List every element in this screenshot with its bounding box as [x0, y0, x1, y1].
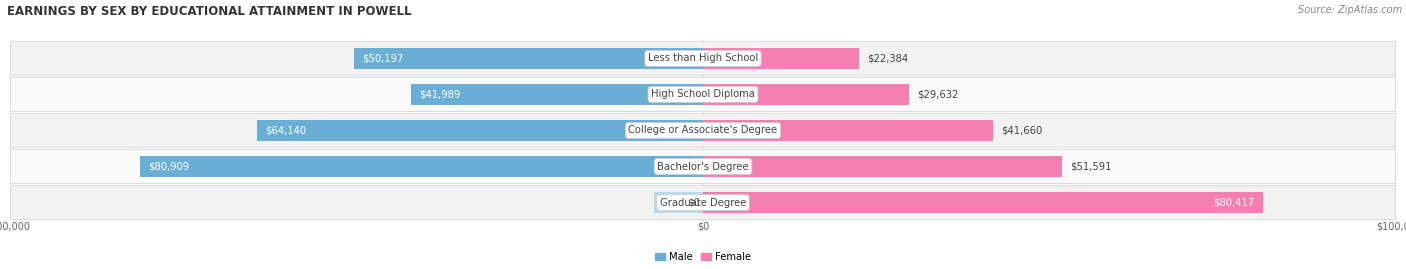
Text: Graduate Degree: Graduate Degree	[659, 197, 747, 208]
Text: $0: $0	[686, 197, 700, 208]
Text: $50,197: $50,197	[361, 53, 404, 63]
Bar	[703, 84, 910, 105]
Bar	[257, 120, 703, 141]
FancyBboxPatch shape	[10, 186, 1396, 220]
Text: $22,384: $22,384	[868, 53, 908, 63]
FancyBboxPatch shape	[10, 114, 1396, 147]
Text: College or Associate's Degree: College or Associate's Degree	[628, 125, 778, 136]
Text: $51,591: $51,591	[1070, 161, 1112, 172]
Text: $80,909: $80,909	[148, 161, 190, 172]
Text: Less than High School: Less than High School	[648, 53, 758, 63]
Bar	[703, 120, 993, 141]
Text: $64,140: $64,140	[264, 125, 307, 136]
Bar	[411, 84, 703, 105]
Bar	[354, 48, 703, 69]
Text: $41,660: $41,660	[1001, 125, 1042, 136]
FancyBboxPatch shape	[10, 150, 1396, 183]
Text: High School Diploma: High School Diploma	[651, 89, 755, 100]
Bar	[703, 192, 1263, 213]
Bar	[703, 156, 1062, 177]
FancyBboxPatch shape	[10, 41, 1396, 75]
Text: $41,989: $41,989	[419, 89, 460, 100]
Text: $29,632: $29,632	[918, 89, 959, 100]
Bar	[141, 156, 703, 177]
Text: EARNINGS BY SEX BY EDUCATIONAL ATTAINMENT IN POWELL: EARNINGS BY SEX BY EDUCATIONAL ATTAINMEN…	[7, 5, 412, 18]
Text: $80,417: $80,417	[1213, 197, 1254, 208]
Text: Bachelor's Degree: Bachelor's Degree	[657, 161, 749, 172]
Text: Source: ZipAtlas.com: Source: ZipAtlas.com	[1298, 5, 1402, 15]
Bar	[703, 48, 859, 69]
Legend: Male, Female: Male, Female	[651, 248, 755, 266]
Bar	[654, 192, 703, 213]
FancyBboxPatch shape	[10, 77, 1396, 111]
